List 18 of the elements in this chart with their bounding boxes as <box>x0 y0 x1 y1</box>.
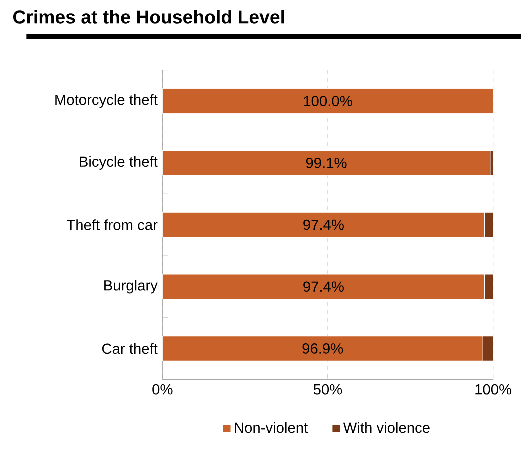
legend-label: With violence <box>343 422 430 434</box>
data-label: 97.4% <box>304 282 344 292</box>
y-tick-label: Burglary <box>104 280 158 294</box>
y-tick-label: Motorcycle theft <box>56 94 158 108</box>
data-label: 96.9% <box>302 344 344 354</box>
legend-label: Non-violent <box>235 422 308 434</box>
chart-title: Crimes at the Household Level <box>13 10 284 24</box>
data-label: 99.1% <box>306 158 347 168</box>
x-tick-label: 0% <box>152 384 173 395</box>
y-tick-label: Car theft <box>102 343 158 354</box>
y-tick-label: Bicycle theft <box>80 156 158 170</box>
bar <box>162 88 494 114</box>
x-tick-label: 100% <box>476 384 512 395</box>
bar <box>162 150 491 176</box>
data-label: 97.4% <box>304 220 344 230</box>
y-tick-label: Theft from car <box>67 220 158 230</box>
x-tick-label: 50% <box>314 384 342 395</box>
data-label: 100.0% <box>304 96 352 106</box>
